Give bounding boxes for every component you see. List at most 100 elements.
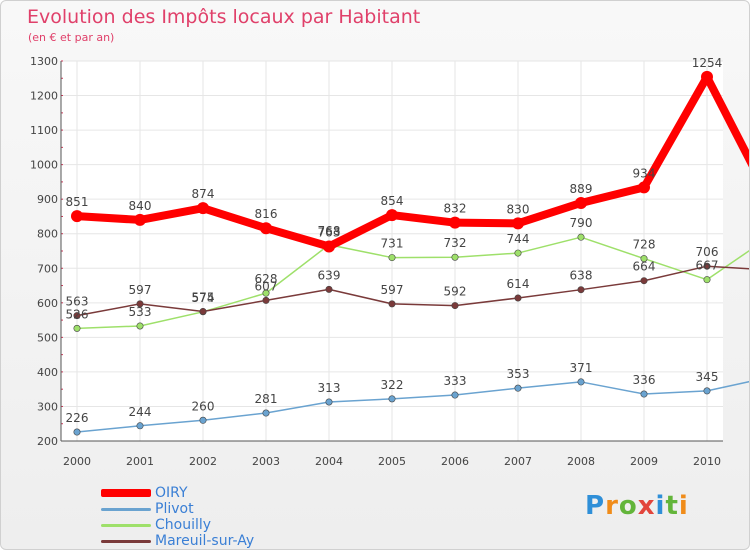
y-tick-label: 1100 [30, 124, 58, 137]
y-tick-label: 1200 [30, 90, 58, 103]
data-point-plivot [514, 384, 522, 392]
x-tick-label: 2008 [567, 455, 595, 468]
legend-label: OIRY [155, 485, 188, 501]
data-point-mareuil-sur-ay [199, 307, 207, 315]
data-point-chouilly [451, 253, 459, 261]
y-tick-label: 400 [37, 366, 58, 379]
data-label-plivot: 353 [507, 367, 530, 381]
data-point-oiry [386, 209, 398, 222]
data-point-oiry [260, 222, 272, 235]
x-tick-label: 2004 [315, 455, 343, 468]
x-tick-label: 2005 [378, 455, 406, 468]
data-label-oiry: 874 [192, 187, 215, 201]
data-label-plivot: 345 [696, 370, 719, 384]
data-label-oiry: 854 [381, 194, 404, 208]
y-tick-label: 700 [37, 262, 58, 275]
data-label-chouilly: 790 [570, 216, 593, 230]
y-tick-label: 1300 [30, 55, 58, 68]
y-tick-label: 1000 [30, 159, 58, 172]
data-point-chouilly [640, 255, 648, 263]
y-tick-label: 500 [37, 331, 58, 344]
data-label-mareuil-sur-ay: 614 [507, 277, 530, 291]
y-tick-label: 800 [37, 228, 58, 241]
data-label-plivot: 226 [66, 411, 89, 425]
x-tick-label: 2010 [693, 455, 721, 468]
data-point-oiry [512, 217, 524, 230]
data-point-mareuil-sur-ay [577, 286, 585, 294]
x-tick-label: 2009 [630, 455, 658, 468]
data-point-oiry [701, 70, 713, 83]
data-label-oiry: 832 [444, 202, 467, 216]
legend-item-plivot: Plivot [101, 501, 254, 517]
x-tick-label: 2006 [441, 455, 469, 468]
x-tick-label: 2007 [504, 455, 532, 468]
data-point-mareuil-sur-ay [451, 302, 459, 310]
data-label-mareuil-sur-ay: 706 [696, 245, 719, 259]
data-point-oiry [449, 216, 461, 229]
data-label-chouilly: 732 [444, 236, 467, 250]
data-label-mareuil-sur-ay: 639 [318, 268, 341, 282]
data-label-oiry: 934 [633, 166, 656, 180]
data-point-chouilly [73, 324, 81, 332]
data-point-chouilly [136, 322, 144, 330]
data-label-oiry: 840 [129, 199, 152, 213]
data-label-mareuil-sur-ay: 664 [633, 260, 656, 274]
data-label-chouilly: 768 [318, 224, 341, 238]
y-tick-label: 900 [37, 193, 58, 206]
data-label-plivot: 322 [381, 378, 404, 392]
data-point-plivot [703, 387, 711, 395]
data-label-chouilly: 628 [255, 272, 278, 286]
data-point-mareuil-sur-ay [325, 285, 333, 293]
data-label-chouilly: 526 [66, 307, 89, 321]
data-point-chouilly [514, 249, 522, 257]
data-point-oiry [575, 196, 587, 209]
data-point-plivot [262, 409, 270, 417]
x-tick-label: 2003 [252, 455, 280, 468]
data-label-mareuil-sur-ay: 597 [381, 283, 404, 297]
data-point-chouilly [388, 254, 396, 262]
legend-item-chouilly: Chouilly [101, 517, 254, 533]
data-point-chouilly [703, 276, 711, 284]
data-label-chouilly: 728 [633, 238, 656, 252]
data-label-mareuil-sur-ay: 607 [255, 279, 278, 293]
data-label-oiry: 830 [507, 202, 530, 216]
data-point-mareuil-sur-ay [262, 296, 270, 304]
data-point-chouilly [577, 233, 585, 241]
data-label-mareuil-sur-ay: 597 [129, 283, 152, 297]
proxiti-logo: Proxiti [585, 491, 689, 521]
data-point-plivot [388, 395, 396, 403]
legend-swatch-plivot [101, 507, 151, 511]
data-point-mareuil-sur-ay [136, 300, 144, 308]
data-label-plivot: 313 [318, 381, 341, 395]
data-label-chouilly: 667 [696, 259, 719, 273]
legend-swatch-mareuil-sur-ay [101, 539, 151, 543]
data-label-mareuil-sur-ay: 575 [192, 290, 215, 304]
data-label-mareuil-sur-ay: 563 [66, 295, 89, 309]
legend-label: Plivot [155, 501, 194, 517]
data-point-oiry [638, 181, 650, 194]
data-label-plivot: 260 [192, 399, 215, 413]
chart-subtitle: (en € et par an) [28, 31, 115, 44]
data-label-oiry: 889 [570, 182, 593, 196]
x-tick-label: 2002 [189, 455, 217, 468]
data-point-chouilly [262, 289, 270, 297]
data-point-plivot [199, 416, 207, 424]
legend-label: Chouilly [155, 517, 212, 533]
legend-item-oiry: OIRY [101, 485, 254, 501]
legend-swatch-chouilly [101, 523, 151, 527]
line-chart: 200 300 400 500 600 700 800 900 1000 1100 1200 1300… [30, 55, 749, 468]
data-point-plivot [451, 391, 459, 399]
data-label-plivot: 336 [633, 373, 656, 387]
y-tick-label: 300 [37, 400, 58, 413]
legend-item-mareuil-sur-ay: Mareuil-sur-Ay [101, 533, 254, 549]
data-label-chouilly: 533 [129, 305, 152, 319]
data-label-plivot: 244 [129, 405, 152, 419]
data-point-plivot [325, 398, 333, 406]
data-point-plivot [136, 422, 144, 430]
data-label-mareuil-sur-ay: 638 [570, 269, 593, 283]
data-point-oiry [71, 210, 83, 223]
y-tick-label: 200 [37, 435, 58, 448]
data-point-mareuil-sur-ay [388, 300, 396, 308]
data-label-plivot: 333 [444, 374, 467, 388]
